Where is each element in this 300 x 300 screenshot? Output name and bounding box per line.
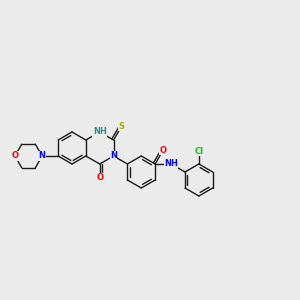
Text: NH: NH — [164, 160, 178, 169]
Text: S: S — [118, 122, 124, 130]
Text: N: N — [110, 152, 117, 160]
Text: NH: NH — [93, 128, 107, 136]
Text: Cl: Cl — [194, 147, 203, 156]
Text: O: O — [160, 146, 167, 154]
Text: O: O — [96, 173, 103, 182]
Text: O: O — [11, 152, 18, 160]
Text: N: N — [39, 152, 46, 160]
